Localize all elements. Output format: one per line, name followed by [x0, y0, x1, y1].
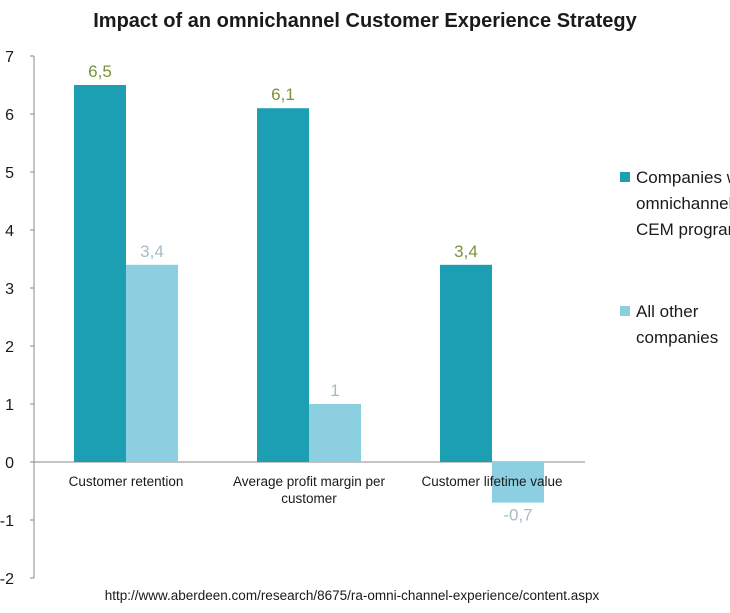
data-labels-layer: 6,5 6,1 3,4 3,4 1 -0,7 — [88, 62, 532, 525]
data-label-series-2-cat-1: 3,4 — [140, 242, 164, 261]
legend-label-series-1: omnichannel — [636, 194, 730, 213]
category-label: Average profit margin per — [233, 474, 386, 489]
y-tick-label: 5 — [5, 165, 14, 182]
bar-series-1-cat-3 — [440, 264, 492, 462]
legend: Companies with omnichannel CEM programs All… — [620, 168, 730, 347]
y-tick-label: 3 — [5, 281, 14, 298]
y-tick-label: 4 — [5, 223, 14, 240]
bar-series-1-cat-2 — [257, 108, 309, 462]
chart-title: Impact of an omnichannel Customer Experi… — [93, 10, 637, 32]
bar-series-2-cat-2 — [309, 404, 361, 462]
bar-series-1-cat-1 — [74, 85, 126, 462]
bar-series-2-cat-1 — [126, 264, 178, 462]
y-tick-label: 7 — [5, 49, 14, 66]
data-label-series-2-cat-3: -0,7 — [503, 506, 532, 525]
legend-label-series-2: companies — [636, 328, 718, 347]
legend-swatch-series-1 — [620, 172, 630, 182]
y-tick-label: -1 — [0, 513, 14, 530]
data-label-series-1-cat-1: 6,5 — [88, 62, 112, 81]
category-label: customer — [281, 491, 337, 506]
data-label-series-1-cat-2: 6,1 — [271, 85, 295, 104]
y-tick-label: 2 — [5, 339, 14, 356]
y-tick-label: 6 — [5, 107, 14, 124]
legend-label-series-1: Companies with — [636, 168, 730, 187]
source-url: http://www.aberdeen.com/research/8675/ra… — [105, 588, 600, 603]
y-tick-label: -2 — [0, 571, 14, 588]
y-tick-label: 0 — [5, 455, 14, 472]
y-tick-label: 1 — [5, 397, 14, 414]
legend-label-series-1: CEM programs — [636, 220, 730, 239]
category-labels-layer: Customer retention Average profit margin … — [69, 474, 563, 506]
bar-series-2-cat-3 — [492, 462, 544, 503]
legend-swatch-series-2 — [620, 306, 630, 316]
data-label-series-2-cat-2: 1 — [330, 381, 339, 400]
y-axis-ticks: -2 -1 0 1 2 3 4 5 6 7 — [0, 49, 34, 588]
legend-label-series-2: All other — [636, 302, 699, 321]
category-label: Customer retention — [69, 474, 184, 489]
category-label: Customer lifetime value — [421, 474, 562, 489]
bars-layer — [74, 85, 544, 503]
data-label-series-1-cat-3: 3,4 — [454, 242, 478, 261]
